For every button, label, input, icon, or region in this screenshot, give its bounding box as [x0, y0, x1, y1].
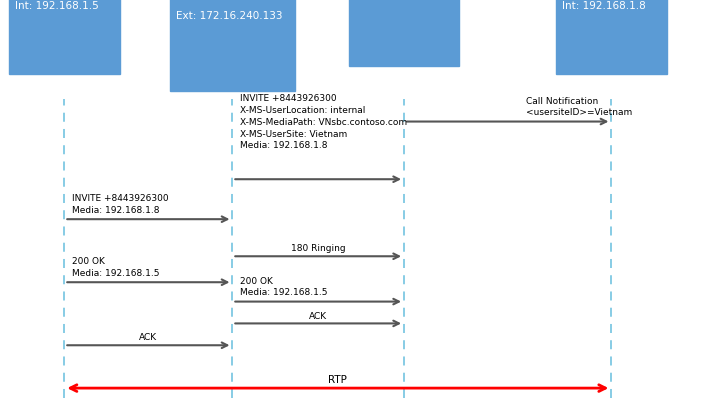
Text: INVITE +8443926300
X-MS-UserLocation: internal
X-MS-MediaPath: VNsbc.contoso.com: INVITE +8443926300 X-MS-UserLocation: in… — [240, 94, 407, 150]
Text: Call Notification
<usersiteID>=Vietnam: Call Notification <usersiteID>=Vietnam — [526, 97, 632, 117]
FancyBboxPatch shape — [170, 0, 295, 91]
Text: INVITE +8443926300
Media: 192.168.1.8: INVITE +8443926300 Media: 192.168.1.8 — [72, 194, 168, 215]
FancyBboxPatch shape — [348, 0, 459, 66]
Text: 200 OK
Media: 192.168.1.5: 200 OK Media: 192.168.1.5 — [240, 277, 327, 297]
Text: Ext: 172.16.240.133: Ext: 172.16.240.133 — [176, 11, 282, 21]
Text: ACK: ACK — [139, 333, 157, 342]
Text: RTP: RTP — [328, 375, 347, 385]
Text: 180 Ringing: 180 Ringing — [291, 243, 345, 253]
Text: 200 OK
Media: 192.168.1.5: 200 OK Media: 192.168.1.5 — [72, 258, 159, 278]
Text: Int: 192.168.1.8: Int: 192.168.1.8 — [561, 1, 646, 11]
Text: Int: 192.168.1.5: Int: 192.168.1.5 — [14, 1, 99, 11]
FancyBboxPatch shape — [9, 0, 119, 74]
Text: ACK: ACK — [309, 311, 327, 321]
FancyBboxPatch shape — [556, 0, 666, 74]
